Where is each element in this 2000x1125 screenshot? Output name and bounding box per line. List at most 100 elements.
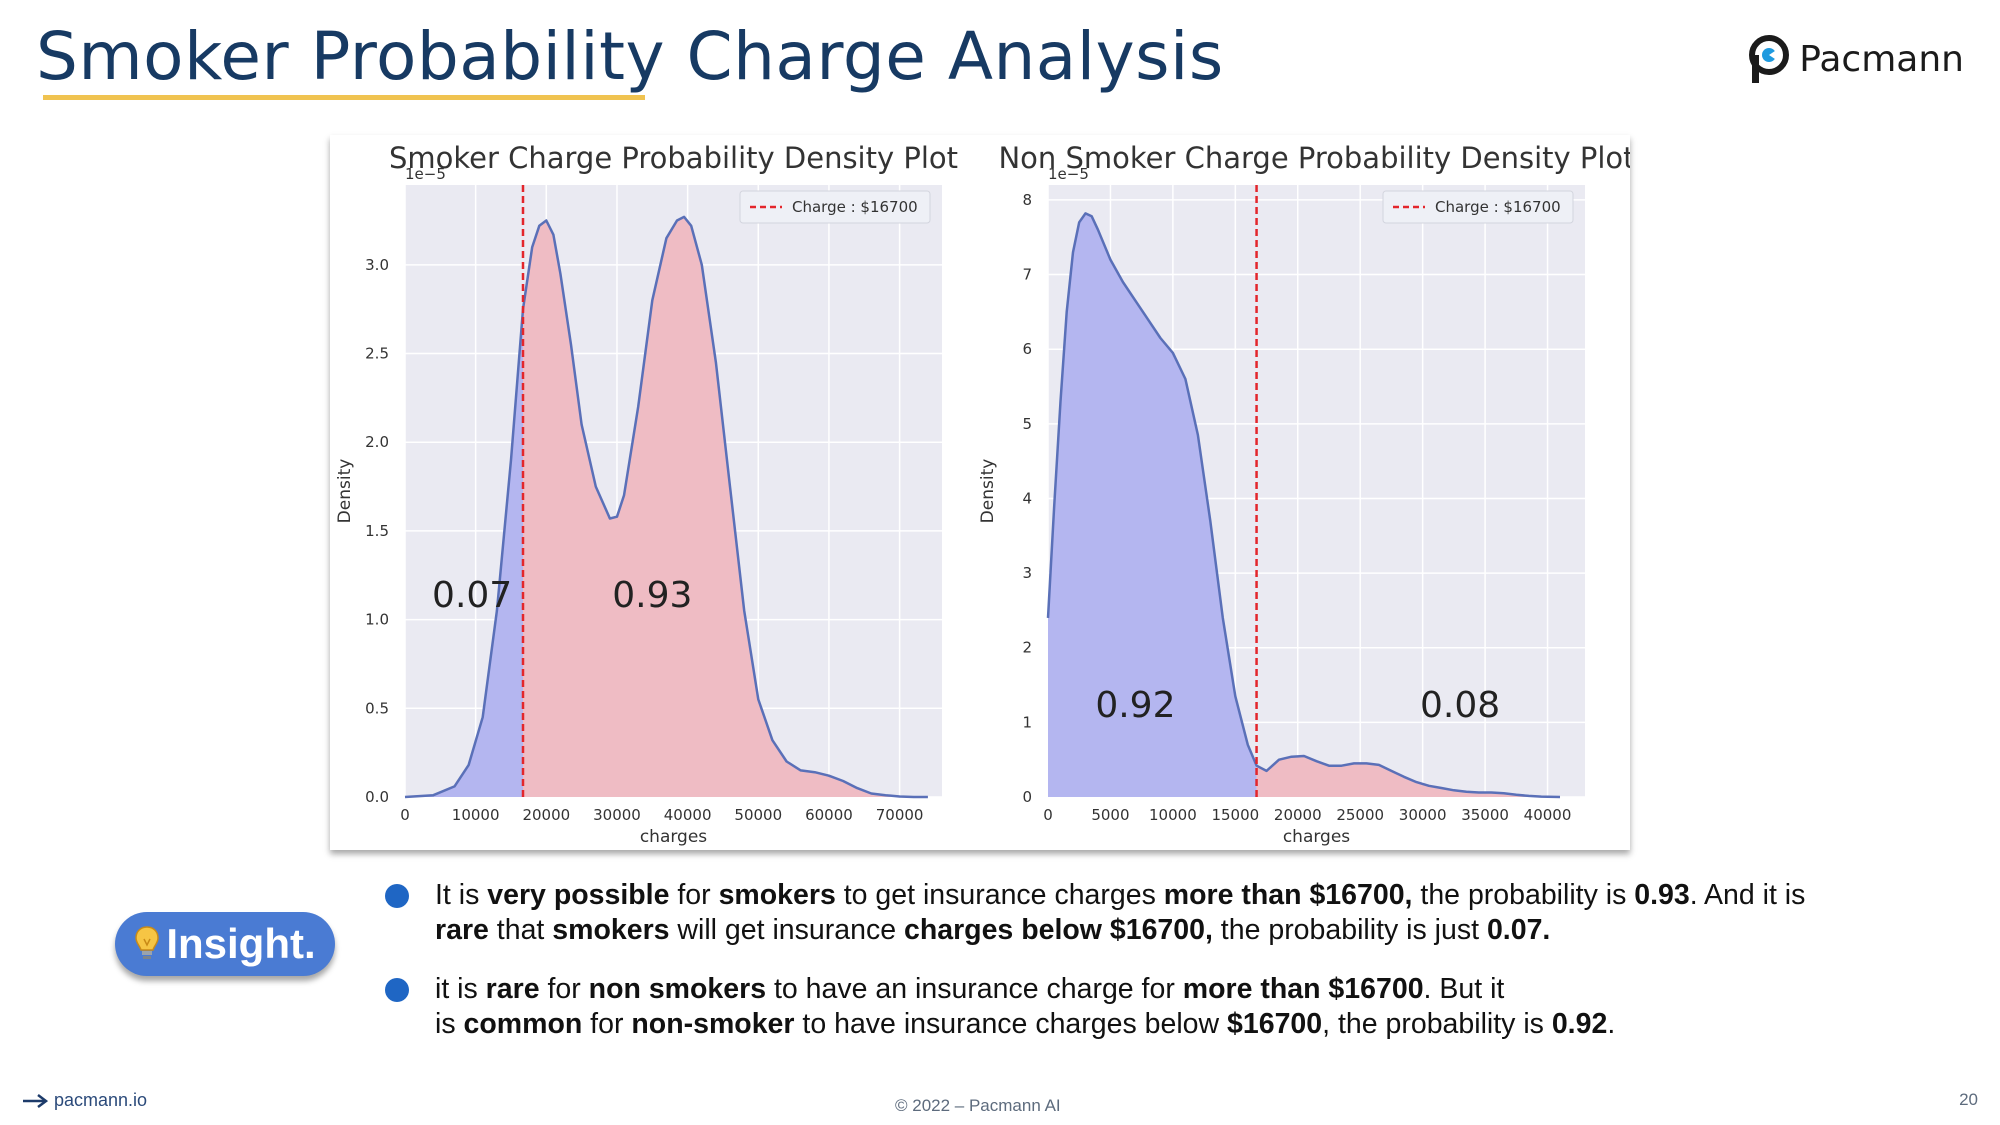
bullet-emphasis: more than $16700 — [1182, 973, 1424, 1005]
brand-logo: Pacmann — [1747, 34, 1964, 84]
bullet-emphasis: smokers — [718, 879, 836, 911]
y-axis-label: Density — [978, 459, 998, 524]
y-tick-label: 1.5 — [365, 522, 389, 540]
bullet-emphasis: charges below $16700, — [903, 914, 1213, 946]
x-tick-label: 60000 — [805, 806, 853, 824]
bullet-run: will get insurance — [669, 914, 904, 946]
bullet-run: , the probability is — [1322, 1008, 1552, 1040]
bullet-emphasis: 0.92 — [1551, 1008, 1608, 1040]
y-tick-label: 6 — [1022, 340, 1032, 358]
bullet-run: that — [488, 914, 553, 946]
y-scale-note: 1e−5 — [1048, 165, 1089, 183]
probability-annotation: 0.07 — [432, 575, 512, 616]
bullet-text: it is rare for non smokers to have an in… — [435, 972, 1615, 1042]
density-curve — [404, 215, 928, 799]
bullet-icon — [385, 884, 409, 908]
legend: Charge : $16700 — [739, 190, 931, 224]
legend-label: Charge : $16700 — [1435, 198, 1561, 216]
y-axis-label: Density — [335, 459, 355, 524]
legend-label: Charge : $16700 — [792, 198, 918, 216]
title-underline — [43, 95, 645, 100]
bullet-run: . — [1607, 1008, 1616, 1040]
bullet-emphasis: more than $16700, — [1163, 879, 1413, 911]
lightbulb-icon — [135, 926, 160, 959]
x-tick-label: 0 — [1043, 806, 1053, 824]
y-tick-label: 3 — [1022, 564, 1032, 582]
x-tick-label: 40000 — [664, 806, 712, 824]
insight-label: Insight. — [166, 920, 316, 967]
probability-annotation: 0.08 — [1420, 685, 1500, 726]
x-tick-label: 40000 — [1524, 806, 1572, 824]
y-tick-label: 0 — [1022, 788, 1032, 806]
y-tick-label: 7 — [1022, 266, 1032, 284]
area-above-threshold — [523, 216, 928, 797]
legend: Charge : $16700 — [1382, 190, 1574, 224]
bullet-icon — [385, 978, 409, 1002]
x-tick-label: 30000 — [593, 806, 641, 824]
density-curve — [1046, 212, 1561, 799]
chart-smoker: 0 10000 20000 30000 40000 50000 60000 70000 0.0 0… — [335, 141, 958, 847]
bullet-run: to get insurance charges — [835, 879, 1164, 911]
y-tick-label: 1.0 — [365, 611, 389, 629]
legend-box — [1382, 190, 1574, 224]
bullet-run: It is — [435, 879, 488, 911]
chart-title: Smoker Charge Probability Density Plot — [389, 141, 958, 175]
footer-link[interactable]: pacmann.io — [22, 1090, 147, 1111]
y-tick-label: 5 — [1022, 415, 1032, 433]
chart-non-smoker: 0 5000 10000 15000 20000 25000 30000 35000 40000… — [978, 141, 1635, 847]
x-axis-label: charges — [1283, 827, 1350, 847]
y-tick-label: 2 — [1022, 639, 1032, 657]
x-tick-label: 25000 — [1336, 806, 1384, 824]
bullet-run: the probability is — [1412, 879, 1635, 911]
x-tick-label: 10000 — [1149, 806, 1197, 824]
bullet-emphasis: $16700 — [1227, 1008, 1323, 1040]
x-tick-label: 20000 — [1274, 806, 1322, 824]
y-tick-label: 0.0 — [365, 788, 389, 806]
bullet-emphasis: 0.07. — [1486, 914, 1551, 946]
x-tick-label: 15000 — [1211, 806, 1259, 824]
bullet-emphasis: smokers — [552, 914, 670, 946]
x-tick-label: 10000 — [452, 806, 500, 824]
x-tick-label: 0 — [400, 806, 410, 824]
x-tick-label: 20000 — [522, 806, 570, 824]
bullet-emphasis: 0.93 — [1634, 879, 1690, 911]
bullet-run: . And it is — [1689, 879, 1806, 911]
insight-badge: Insight. — [115, 912, 335, 976]
probability-annotation: 0.92 — [1095, 685, 1175, 726]
x-tick-label: 50000 — [734, 806, 782, 824]
bullet-run: for — [582, 1008, 632, 1040]
x-axis-label: charges — [640, 827, 707, 847]
y-tick-label: 1 — [1022, 713, 1032, 731]
x-tick-label: 70000 — [876, 806, 924, 824]
density-charts: 0 10000 20000 30000 40000 50000 60000 700000.00… — [335, 141, 1635, 847]
y-tick-label: 2.5 — [365, 345, 389, 363]
bullet-text: It is very possible for smokers to get i… — [435, 878, 1865, 948]
bullet-run: for — [539, 973, 589, 1005]
x-tick-label: 35000 — [1461, 806, 1509, 824]
arrow-right-icon — [23, 1093, 48, 1108]
chart-title: Non Smoker Charge Probability Density Pl… — [998, 141, 1630, 175]
y-tick-label: 2.0 — [365, 433, 389, 451]
bullet-run: to have an insurance charge for — [766, 973, 1183, 1005]
footer-website[interactable]: pacmann.io — [54, 1090, 148, 1110]
bullet-emphasis: non smokers — [588, 973, 767, 1005]
bullet-run: . But it — [1423, 973, 1505, 1005]
bullet-emphasis: rare — [485, 973, 540, 1005]
pacmann-logo-icon — [1749, 35, 1790, 83]
insight-bullet-smokers: It is very possible for smokers to get i… — [385, 878, 1865, 948]
y-tick-label: 4 — [1022, 489, 1032, 507]
bullet-run: to have insurance charges below — [794, 1008, 1228, 1040]
legend-box — [739, 190, 931, 224]
x-tick-label: 5000 — [1091, 806, 1129, 824]
bullet-run: it is — [435, 973, 486, 1005]
bullet-emphasis: rare — [435, 914, 489, 946]
chart-panel: 0 10000 20000 30000 40000 50000 60000 70000 0.0 0… — [330, 135, 1635, 850]
y-tick-label: 8 — [1022, 191, 1032, 209]
footer-copyright: © 2022 – Pacmann AI — [895, 1096, 1061, 1115]
bullet-run: is — [435, 1008, 464, 1040]
area-below-threshold — [405, 309, 523, 797]
area-below-threshold — [1048, 213, 1257, 797]
bullet-emphasis: very possible — [487, 879, 670, 911]
bullet-emphasis: non-smoker — [631, 1008, 795, 1040]
x-tick-label: 30000 — [1399, 806, 1447, 824]
